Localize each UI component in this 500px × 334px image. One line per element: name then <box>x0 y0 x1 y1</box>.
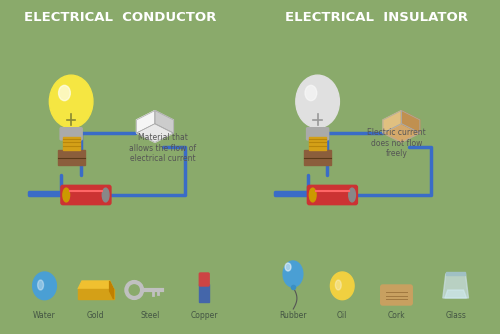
Ellipse shape <box>58 86 70 101</box>
Text: Cork: Cork <box>388 312 406 321</box>
Polygon shape <box>110 281 114 299</box>
Ellipse shape <box>310 188 316 202</box>
Polygon shape <box>330 272 354 300</box>
Text: Glass: Glass <box>445 312 466 321</box>
Text: ELECTRICAL  CONDUCTOR: ELECTRICAL CONDUCTOR <box>24 10 216 23</box>
Text: Gold: Gold <box>87 312 104 321</box>
Text: Oil: Oil <box>337 312 347 321</box>
Polygon shape <box>155 111 174 133</box>
Polygon shape <box>402 111 420 133</box>
FancyBboxPatch shape <box>380 285 412 305</box>
Text: Water: Water <box>33 312 56 321</box>
Ellipse shape <box>348 188 356 202</box>
Bar <box>446 272 466 275</box>
Ellipse shape <box>285 263 291 271</box>
FancyBboxPatch shape <box>61 185 111 205</box>
Polygon shape <box>443 274 468 298</box>
Polygon shape <box>336 280 342 290</box>
FancyBboxPatch shape <box>308 185 358 205</box>
Polygon shape <box>383 111 402 133</box>
Text: Steel: Steel <box>140 312 160 321</box>
Polygon shape <box>304 150 331 165</box>
Polygon shape <box>32 272 56 300</box>
Ellipse shape <box>305 86 317 101</box>
Text: Copper: Copper <box>190 312 218 321</box>
Ellipse shape <box>63 188 70 202</box>
Polygon shape <box>136 124 173 142</box>
Polygon shape <box>58 150 84 165</box>
Polygon shape <box>136 111 155 133</box>
Bar <box>200 284 209 302</box>
Bar <box>63 137 80 150</box>
FancyBboxPatch shape <box>306 128 328 140</box>
FancyBboxPatch shape <box>200 273 209 286</box>
Text: Electric current
does not flow
freely: Electric current does not flow freely <box>367 128 426 158</box>
Polygon shape <box>445 290 466 298</box>
Ellipse shape <box>296 75 340 128</box>
Text: Material that
allows the flow of
electrical current: Material that allows the flow of electri… <box>130 133 196 163</box>
Polygon shape <box>383 124 420 142</box>
Ellipse shape <box>102 188 109 202</box>
Text: Rubber: Rubber <box>279 312 306 321</box>
Polygon shape <box>78 289 114 299</box>
FancyBboxPatch shape <box>60 128 82 140</box>
Bar <box>309 137 326 150</box>
Ellipse shape <box>283 261 303 287</box>
Polygon shape <box>78 281 114 289</box>
Polygon shape <box>38 280 44 290</box>
Ellipse shape <box>50 75 93 128</box>
Text: ELECTRICAL  INSULATOR: ELECTRICAL INSULATOR <box>286 10 469 23</box>
